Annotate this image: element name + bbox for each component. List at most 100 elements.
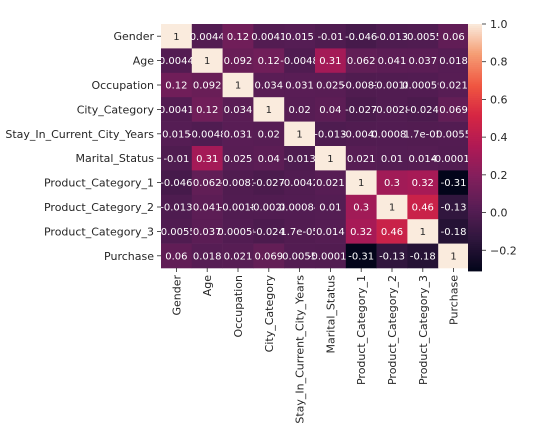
colorbar-segment [468, 48, 482, 52]
heatmap-cell [191, 97, 223, 122]
y-tick-label: Product_Category_3 [44, 225, 154, 238]
x-tick-label: Occupation [232, 275, 245, 338]
colorbar-segment [468, 196, 482, 200]
heatmap-cell [407, 72, 439, 98]
cell-value-label: 0.01 [381, 154, 403, 165]
colorbar-segment [468, 217, 482, 220]
heatmap-cell [376, 170, 408, 196]
colorbar-segment [468, 89, 482, 93]
colorbar-segment [468, 190, 482, 194]
heatmap-cell [284, 72, 316, 98]
cell-value-label: 0.32 [412, 178, 434, 189]
heatmap-cell [222, 97, 254, 122]
colorbar-segment [468, 87, 482, 91]
heatmap-cell [407, 219, 439, 244]
cell-value-label: 1 [327, 154, 333, 165]
colorbar-segment [468, 161, 482, 165]
cell-value-label: 0.00059 [402, 81, 443, 92]
x-tick-label: City_Category [263, 275, 276, 353]
cell-value-label: -0.013 [283, 154, 315, 165]
colorbar-segment [468, 266, 482, 270]
heatmap-cell [161, 194, 193, 220]
colorbar-segment [468, 81, 482, 85]
colorbar: −0.2 0.0 0.2 0.4 0.6 0.8 1.0 [468, 18, 517, 272]
colorbar-segment [468, 77, 482, 80]
colorbar-segment [468, 268, 482, 272]
colorbar-segment [468, 147, 482, 150]
colorbar-segment [468, 75, 482, 78]
colorbar-segment [468, 151, 482, 155]
cell-value-label: 0.025 [316, 81, 345, 92]
y-tick-label: Product_Category_2 [44, 201, 154, 214]
cell-value-label: 0.014 [408, 154, 437, 165]
colorbar-segment [468, 182, 482, 185]
colorbar-segment [468, 153, 482, 157]
heatmap-cell [438, 72, 470, 98]
colorbar-segment [468, 180, 482, 183]
heatmap-cell [284, 97, 316, 122]
cell-value-label: 1 [389, 203, 395, 214]
colorbar-segment [468, 38, 482, 41]
colorbar-segment [468, 166, 482, 169]
colorbar-segment [468, 116, 482, 120]
heatmap-cell [438, 121, 470, 147]
colorbar-segment [468, 79, 482, 83]
heatmap-cell [315, 146, 347, 171]
heatmap-cell [315, 97, 347, 122]
colorbar-tick-label: 0.6 [490, 93, 508, 106]
heatmap-cell [161, 121, 193, 147]
cell-value-label: -0.13 [441, 203, 467, 214]
heatmap-cell [438, 243, 470, 269]
colorbar-segment [468, 252, 482, 255]
colorbar-segment [468, 168, 482, 171]
heatmap-cell [438, 194, 470, 220]
heatmap-cell [376, 121, 408, 147]
cell-value-label: 1 [173, 32, 179, 43]
colorbar-segment [468, 63, 482, 66]
cell-value-label: -0.01 [163, 154, 189, 165]
colorbar-tick-label: 1.0 [490, 18, 508, 31]
cell-value-label: 0.018 [439, 56, 468, 67]
heatmap-cell [376, 194, 408, 220]
cell-value-label: 0.3 [384, 178, 400, 189]
cell-value-label: 1 [266, 105, 272, 116]
x-tick-label: Age [201, 275, 214, 297]
heatmap-cell [253, 97, 285, 122]
y-tick-label: Purchase [104, 250, 154, 263]
heatmap-cell [191, 121, 223, 147]
cell-value-label: 0.31 [319, 56, 341, 67]
heatmap-cell [191, 48, 223, 74]
heatmap-cell [161, 48, 193, 74]
colorbar-segment [468, 194, 482, 198]
cell-value-label: 0.12 [165, 81, 187, 92]
heatmap-cell [376, 48, 408, 74]
colorbar-segment [468, 46, 482, 50]
heatmap-cell [407, 170, 439, 196]
y-tick-labels: Gender Age Occupation City_Category Stay_In_… [5, 30, 161, 263]
cell-value-label: 0.037 [193, 227, 222, 238]
colorbar-segment [468, 172, 482, 175]
cell-value-label: -0.0018 [373, 81, 412, 92]
heatmap-cell [315, 243, 347, 269]
heatmap-cell [315, 170, 347, 196]
cell-value-label: -0.0042 [342, 129, 381, 140]
colorbar-segment [468, 174, 482, 177]
cell-value-label: 0.12 [227, 32, 249, 43]
cell-value-label: 0.06 [165, 251, 187, 262]
heatmap-cell [253, 194, 285, 220]
y-tick-label: Age [133, 55, 155, 68]
heatmap-cell [284, 219, 316, 244]
cell-value-label: -0.13 [379, 251, 405, 262]
heatmap-cell [407, 121, 439, 147]
colorbar-segment [468, 186, 482, 190]
heatmap-cell [438, 219, 470, 244]
cell-value-label: 0.0044 [190, 32, 225, 43]
colorbar-segment [468, 201, 482, 204]
heatmap-cell [315, 48, 347, 74]
heatmap-cell [191, 243, 223, 269]
heatmap-cell [222, 146, 254, 171]
colorbar-segment [468, 221, 482, 225]
heatmap-cell [438, 146, 470, 171]
cell-value-label: 0.46 [381, 227, 403, 238]
heatmap-cell [345, 97, 377, 122]
